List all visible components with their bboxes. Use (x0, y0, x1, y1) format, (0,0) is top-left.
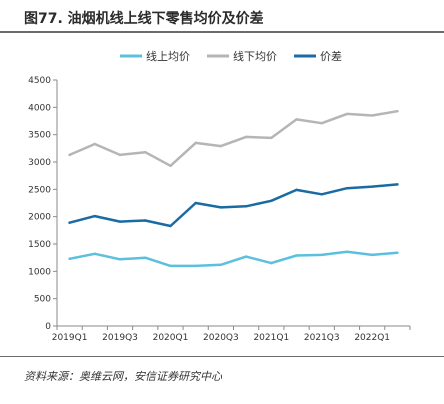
data-point (345, 187, 349, 190)
data-point (144, 219, 147, 222)
line-chart: 线上均价 线下均价 价差 0 500 1000 1500 2000 2500 3000 3500 4… (28, 49, 411, 343)
data-point (320, 253, 323, 257)
y-axis: 0 500 1000 1500 2000 2500 3000 3500 4000 4500 (28, 76, 58, 332)
x-tick-label: 2020Q3 (203, 333, 239, 343)
x-tick-label: 2021Q3 (304, 333, 340, 343)
data-point (169, 164, 172, 168)
data-point (396, 109, 399, 113)
data-point (244, 205, 248, 208)
x-tick-label: 2022Q1 (354, 333, 390, 343)
x-axis: 2019Q1 2019Q3 2020Q1 2020Q3 2021Q1 2021Q3 2022… (52, 325, 411, 343)
y-tick-label: 500 (34, 295, 51, 305)
x-tick-label: 2021Q1 (253, 333, 289, 343)
data-point (244, 255, 248, 258)
data-point (194, 264, 197, 268)
y-tick-label: 2000 (28, 213, 51, 223)
y-tick-label: 3500 (28, 131, 51, 141)
data-point (118, 153, 122, 157)
data-point (219, 263, 223, 266)
y-tick-label: 3000 (28, 158, 51, 168)
data-point (270, 199, 273, 203)
data-point (345, 250, 349, 253)
data-point (93, 214, 97, 218)
data-point (169, 264, 172, 268)
data-point (244, 135, 248, 139)
y-tick-label: 0 (45, 322, 51, 332)
legend-label: 线下均价 (233, 49, 277, 63)
data-point (370, 114, 374, 117)
data-point (68, 257, 71, 260)
data-point (270, 136, 273, 140)
y-tick-label: 4000 (28, 103, 51, 113)
x-tick-label: 2020Q1 (153, 333, 189, 343)
data-point (320, 121, 323, 125)
data-point (144, 256, 147, 259)
y-tick-label: 1000 (28, 267, 51, 277)
data-point (295, 188, 298, 192)
data-point (169, 224, 172, 228)
data-point (194, 141, 197, 145)
data-point (93, 252, 97, 256)
y-tick-label: 1500 (28, 240, 51, 250)
x-tick-label: 2019Q3 (102, 333, 138, 343)
data-point (194, 201, 197, 205)
chart-legend: 线上均价 线下均价 价差 (120, 49, 342, 63)
source-note: 资料来源：奥维云网，安信证券研究中心 (24, 370, 222, 383)
legend-label: 线上均价 (146, 49, 190, 63)
data-point (93, 142, 97, 146)
data-point (370, 185, 374, 188)
data-point (144, 150, 147, 154)
series-line-2 (68, 109, 399, 168)
data-point (118, 258, 122, 261)
legend-label: 价差 (320, 49, 342, 63)
data-point (219, 206, 223, 209)
data-point (320, 193, 323, 196)
data-point (219, 144, 223, 148)
data-point (118, 220, 122, 223)
data-point (295, 118, 298, 121)
y-tick-label: 4500 (28, 76, 51, 86)
data-point (345, 112, 349, 116)
data-point (270, 261, 273, 265)
data-point (370, 253, 374, 257)
data-point (295, 254, 298, 257)
x-tick-label: 2019Q1 (52, 333, 88, 343)
series-line-3 (68, 183, 399, 228)
data-point (396, 251, 399, 254)
data-point (68, 153, 71, 157)
y-tick-label: 2500 (28, 185, 51, 195)
footer-divider (0, 356, 444, 357)
data-point (396, 183, 399, 186)
series-line-1 (68, 250, 399, 268)
title-divider (0, 31, 444, 33)
plot-area (68, 109, 399, 268)
figure-title: 图77. 油烟机线上线下零售均价及价差 (24, 11, 264, 27)
data-point (68, 221, 71, 224)
